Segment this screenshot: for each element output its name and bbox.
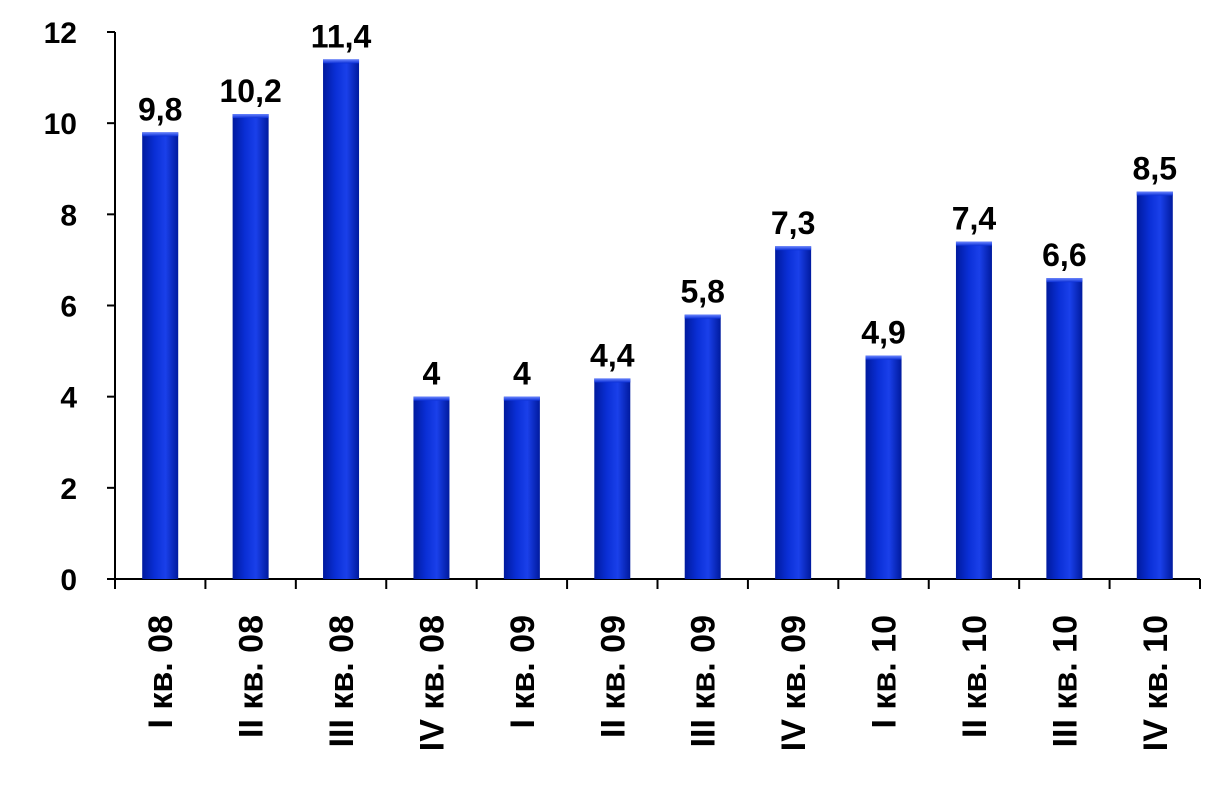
x-tick-label: III кв. 10 (1046, 615, 1084, 747)
bar (323, 59, 360, 580)
x-tick-label: II кв. 10 (956, 615, 994, 738)
data-label: 7,4 (952, 201, 997, 237)
bar-cap (1136, 191, 1173, 196)
data-label: 9,8 (138, 91, 182, 127)
y-tick-label: 10 (44, 108, 77, 141)
bars-group (142, 59, 1173, 580)
data-label: 4,9 (861, 315, 905, 351)
bar-cap (232, 114, 269, 119)
bar-cap (775, 246, 812, 251)
x-tick-label: I кв. 09 (504, 615, 542, 729)
x-tick-label: I кв. 10 (866, 615, 904, 729)
y-tick-label: 4 (60, 382, 77, 415)
bar (1136, 191, 1173, 579)
data-label: 6,6 (1042, 237, 1086, 273)
bar (503, 396, 540, 579)
bar-cap (955, 241, 992, 246)
bar-cap (865, 355, 902, 360)
data-label: 4 (513, 356, 531, 392)
bar-cap (142, 132, 179, 137)
data-label: 4,4 (590, 337, 635, 373)
x-tick-label: III кв. 09 (685, 615, 723, 747)
bar-cap (1046, 278, 1083, 283)
y-tick-label: 0 (60, 564, 77, 597)
bar (865, 355, 902, 579)
y-tick-label: 12 (44, 17, 77, 50)
x-tick-label: III кв. 08 (323, 615, 361, 747)
bar-cap (413, 396, 450, 401)
bar (413, 396, 450, 579)
bar (142, 132, 179, 580)
x-tick-label: II кв. 09 (594, 615, 632, 738)
y-tick-label: 8 (60, 199, 77, 232)
y-tick-label: 6 (60, 291, 77, 324)
bar (594, 378, 631, 579)
labels-group: 9,8 I кв. 08 10,2 II кв. 08 11,4 III кв. 08 4 I… (138, 18, 1177, 751)
data-label: 4 (423, 356, 441, 392)
x-tick-label: IV кв. 09 (775, 615, 813, 751)
bar (775, 246, 812, 579)
bar-cap (594, 378, 631, 383)
data-label: 8,5 (1133, 151, 1177, 187)
x-tick-label: IV кв. 08 (413, 615, 451, 751)
data-label: 11,4 (311, 18, 372, 54)
bar-cap (323, 59, 360, 64)
bar (1046, 278, 1083, 579)
x-tick-label: IV кв. 10 (1137, 615, 1175, 751)
bar (232, 114, 269, 580)
bar-cap (684, 314, 721, 319)
data-label: 5,8 (680, 274, 724, 310)
data-label: 7,3 (771, 205, 815, 241)
bar (955, 241, 992, 579)
x-tick-label: II кв. 08 (233, 615, 271, 738)
data-label: 10,2 (219, 73, 281, 109)
axes: 0 2 4 6 8 10 12 (44, 17, 1201, 597)
x-tick-label: I кв. 08 (142, 615, 180, 729)
y-tick-label: 2 (60, 473, 77, 506)
bar-cap (503, 396, 540, 401)
bar (684, 314, 721, 579)
